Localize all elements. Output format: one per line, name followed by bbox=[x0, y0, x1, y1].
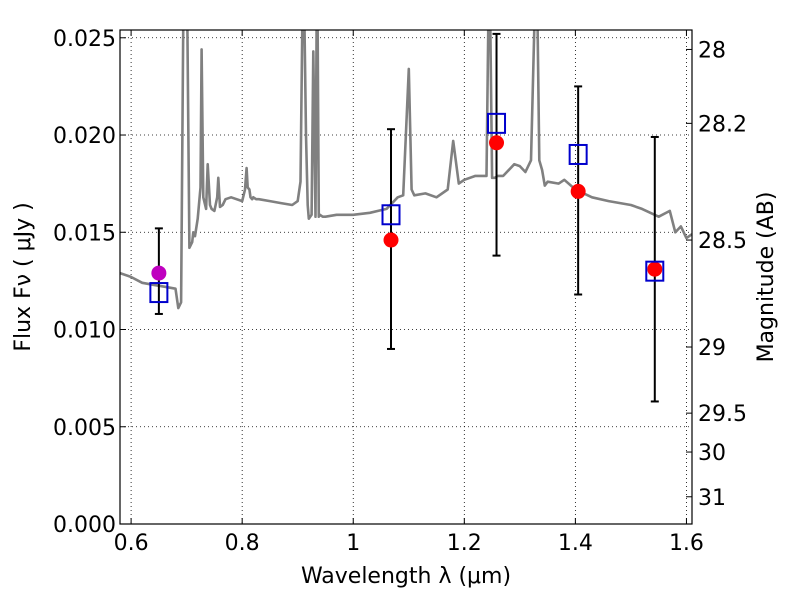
y-tick-label: 0.020 bbox=[53, 124, 116, 149]
y-tick-label: 0.025 bbox=[53, 27, 116, 52]
right-tick-label: 28 bbox=[698, 38, 726, 63]
right-tick-label: 31 bbox=[698, 486, 726, 511]
data-point bbox=[383, 232, 399, 248]
data-points bbox=[149, 112, 665, 304]
x-axis-title: Wavelength λ (μm) bbox=[301, 564, 511, 589]
spectrum-line bbox=[120, 30, 692, 310]
x-tick-label: 1.2 bbox=[447, 531, 482, 556]
y-tick-label: 0.005 bbox=[53, 416, 116, 441]
right-tick-label: 29 bbox=[698, 336, 726, 361]
plot-frame bbox=[119, 29, 693, 525]
model-square bbox=[645, 260, 665, 282]
ticks: 0.6 0.8 1 1.2 1.4 1.6 0.000 0.005 0.010 0.015 0.02… bbox=[53, 27, 747, 556]
model-square bbox=[149, 282, 169, 304]
x-tick-label: 0.8 bbox=[225, 531, 260, 556]
x-tick-label: 1 bbox=[346, 531, 360, 556]
right-tick-label: 28.2 bbox=[698, 112, 747, 137]
y-tick-label: 0.015 bbox=[53, 221, 116, 246]
x-tick-label: 0.6 bbox=[114, 531, 149, 556]
model-square bbox=[568, 143, 588, 165]
data-point bbox=[489, 135, 505, 151]
y-axis-title: Flux Fν ( μJy ) bbox=[11, 202, 36, 351]
data-point bbox=[151, 265, 167, 281]
spectrum-layer bbox=[120, 30, 692, 310]
y-tick-label: 0.000 bbox=[53, 513, 116, 538]
y-tick-label: 0.010 bbox=[53, 319, 116, 344]
right-tick-label: 28.5 bbox=[698, 229, 747, 254]
model-square bbox=[487, 112, 507, 134]
data-point bbox=[647, 261, 663, 277]
right-tick-label: 30 bbox=[698, 441, 726, 466]
right-axis-title: Magnitude (AB) bbox=[754, 192, 779, 363]
data-point bbox=[570, 183, 586, 199]
x-tick-label: 1.6 bbox=[669, 531, 704, 556]
right-tick-label: 29.5 bbox=[698, 402, 747, 427]
x-tick-label: 1.4 bbox=[558, 531, 593, 556]
model-square bbox=[381, 204, 401, 226]
